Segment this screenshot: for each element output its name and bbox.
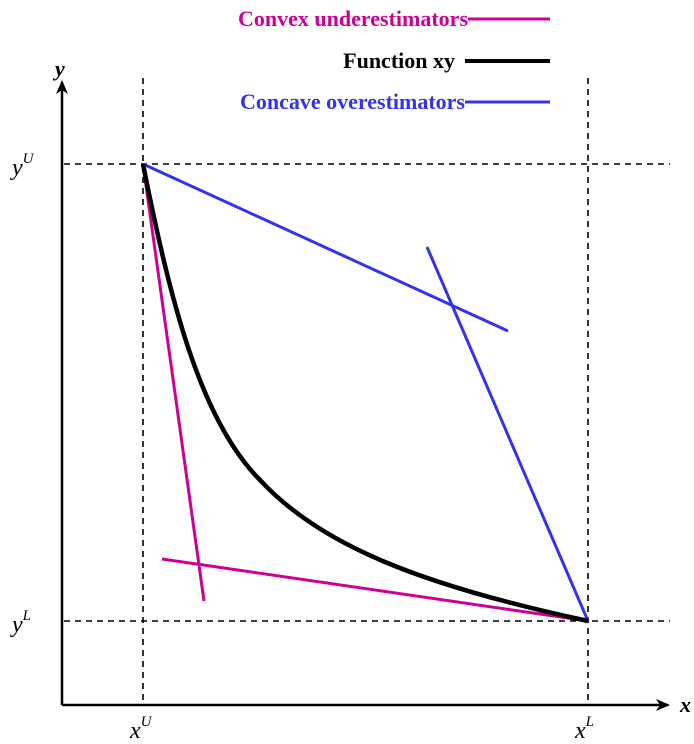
function-curve <box>140 163 589 624</box>
tick-label-yu-base: y <box>10 155 23 181</box>
tick-label-yl-sup: L <box>22 608 31 624</box>
tick-label-yl: yL <box>10 608 31 638</box>
legend-underestimators-label: Convex underestimators <box>238 6 468 31</box>
x-axis-label: x <box>679 692 691 717</box>
tick-label-yu: yU <box>10 151 35 181</box>
tick-label-xu: xU <box>129 714 153 744</box>
tick-label-xl-base: x <box>574 718 586 744</box>
tick-labels: xU xL yU yL <box>10 151 594 744</box>
reference-lines <box>64 78 670 700</box>
axes: x y <box>52 56 691 717</box>
legend-function-label: Function xy <box>343 48 455 73</box>
overestimator-lines <box>142 162 590 622</box>
tick-label-yu-sup: U <box>23 151 35 167</box>
tick-label-xu-sup: U <box>141 714 153 730</box>
tick-label-yl-base: y <box>10 612 23 638</box>
legend: Convex underestimators Function xy Conca… <box>238 6 550 114</box>
underestimator-lines <box>141 163 589 623</box>
underestimator-line-flat <box>161 557 589 623</box>
tick-label-xl-sup: L <box>585 714 594 730</box>
underestimator-line-steep <box>141 163 206 602</box>
y-axis-label: y <box>52 56 65 81</box>
overestimator-line-upper <box>142 162 509 333</box>
tick-label-xu-base: x <box>129 718 141 744</box>
legend-overestimators-label: Concave overestimators <box>240 89 465 114</box>
tick-label-xl: xL <box>574 714 594 744</box>
overestimator-line-steep <box>425 246 590 622</box>
